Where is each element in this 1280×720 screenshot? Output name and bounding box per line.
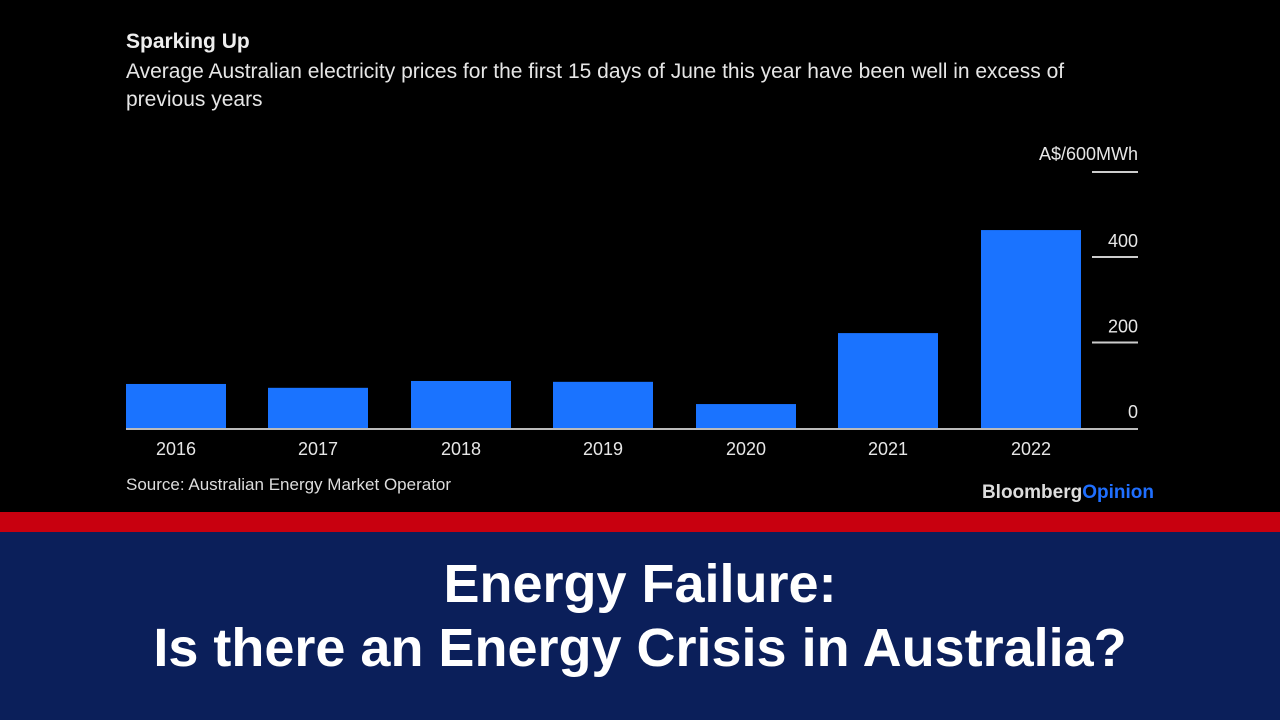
bar-2017 — [268, 387, 368, 428]
x-tick-label-2018: 2018 — [441, 439, 481, 459]
x-tick-label-2022: 2022 — [1011, 439, 1051, 459]
bloomberg-opinion-logo: BloombergOpinion — [982, 482, 1154, 504]
y-tick-label-200: 200 — [1108, 317, 1138, 337]
x-tick-label-2020: 2020 — [726, 439, 766, 459]
red-divider — [0, 512, 1280, 532]
headline-line-1: Energy Failure: — [443, 554, 837, 614]
bar-2016 — [126, 383, 226, 428]
x-tick-label-2016: 2016 — [156, 439, 196, 459]
bar-2019 — [553, 381, 653, 428]
y-tick-label-0: 0 — [1128, 402, 1138, 422]
y-tick-label-400: 400 — [1108, 231, 1138, 251]
bar-chart: A$/600MWh 0 200 400 2016 2017 2018 2019 2020 2021… — [126, 144, 1138, 459]
brand-opinion: Opinion — [1082, 482, 1154, 503]
headline-banner: Energy Failure: Is there an Energy Crisi… — [0, 532, 1280, 720]
x-tick-label-2017: 2017 — [298, 439, 338, 459]
bar-2022 — [981, 230, 1081, 428]
y-axis-unit-label: A$/600MWh — [1039, 144, 1138, 164]
x-tick-label-2021: 2021 — [868, 439, 908, 459]
bar-2018 — [411, 380, 511, 428]
chart-title: Sparking Up — [126, 30, 250, 53]
chart-source: Source: Australian Energy Market Operato… — [126, 475, 452, 494]
bar-2021 — [838, 333, 938, 428]
x-tick-label-2019: 2019 — [583, 439, 623, 459]
bar-2020 — [696, 404, 796, 428]
chart-area: Sparking Up Average Australian electrici… — [126, 30, 1154, 504]
brand-bloomberg: Bloomberg — [981, 482, 1083, 503]
chart-subtitle: Average Australian electricity prices fo… — [126, 60, 1065, 111]
headline-line-2: Is there an Energy Crisis in Australia? — [153, 618, 1127, 678]
